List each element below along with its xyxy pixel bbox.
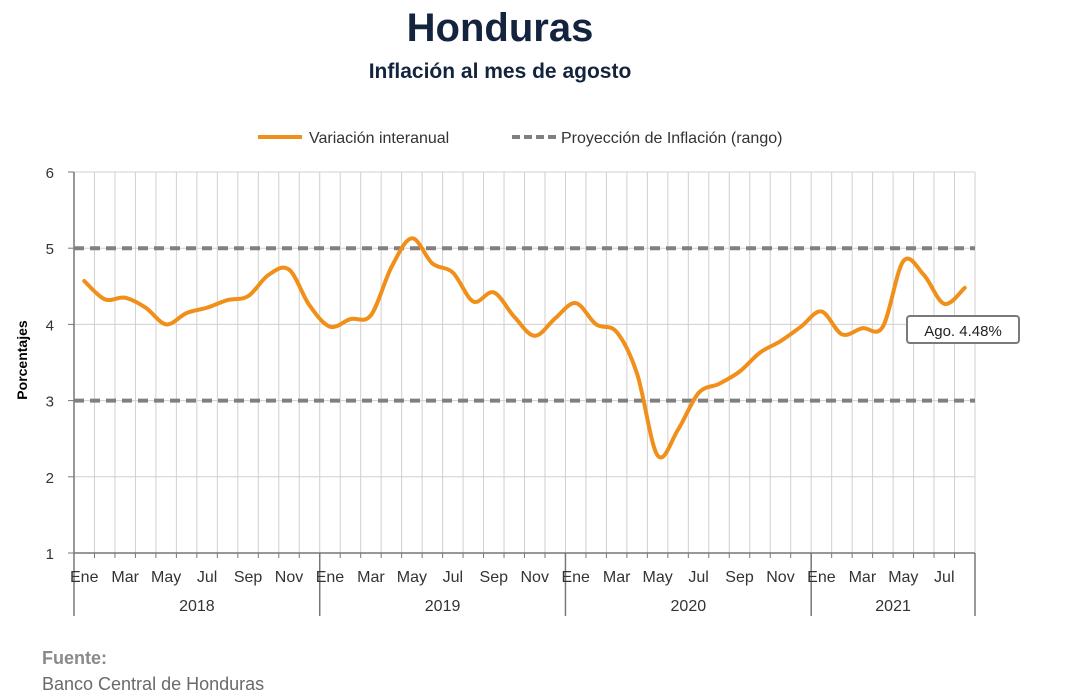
data-point: [226, 298, 230, 302]
data-point: [287, 268, 291, 272]
chart-title: Honduras: [406, 6, 594, 50]
data-point: [103, 297, 107, 301]
data-point: [901, 259, 905, 263]
last-value-callout: Ago. 4.48%: [906, 315, 1020, 344]
data-point: [676, 428, 680, 432]
legend-label-proyeccion: Proyección de Inflación (rango): [561, 130, 782, 147]
data-point: [656, 453, 660, 457]
data-point: [205, 306, 209, 310]
x-tick-label: May: [888, 569, 918, 586]
data-point: [533, 334, 537, 338]
x-tick-label: Mar: [603, 569, 631, 586]
year-label: 2019: [425, 598, 461, 615]
data-point: [267, 273, 271, 277]
data-point: [963, 286, 967, 290]
data-point: [164, 322, 168, 326]
data-point: [328, 325, 332, 329]
data-point: [922, 273, 926, 277]
data-point: [82, 279, 86, 283]
data-point: [512, 315, 516, 319]
legend-label-variacion: Variación interanual: [309, 130, 449, 147]
data-point: [635, 372, 639, 376]
data-point: [123, 296, 127, 300]
data-point: [307, 303, 311, 307]
legend: Variación interanual Proyección de Infla…: [258, 130, 782, 147]
x-tick-label: Sep: [234, 569, 263, 586]
data-point: [430, 261, 434, 265]
data-point: [389, 265, 393, 269]
y-tick-label: 5: [46, 241, 54, 258]
x-tick-label: May: [642, 569, 672, 586]
y-axis-label: Porcentajes: [14, 320, 30, 400]
callout-box: [906, 315, 1020, 344]
projection-lines: [74, 246, 975, 403]
x-tick-label: Sep: [725, 569, 754, 586]
data-point: [881, 325, 885, 329]
data-point: [819, 309, 823, 313]
source-text: Banco Central de Honduras: [42, 674, 265, 694]
data-point: [594, 322, 598, 326]
axes: [68, 171, 976, 616]
data-point: [144, 306, 148, 310]
axis-labels: 1 2 3 4 5 6 Ene Mar May Jul Sep Nov Ene Mar May Jul Sep N…: [46, 165, 955, 615]
callout-text: Ago. 4.48%: [924, 323, 1002, 340]
data-point: [758, 351, 762, 355]
data-point: [410, 236, 414, 240]
data-point: [799, 325, 803, 329]
data-point: [348, 317, 352, 321]
data-point: [942, 302, 946, 306]
x-tick-label: Jul: [197, 569, 217, 586]
x-tick-label: Ene: [561, 569, 590, 586]
data-point: [185, 311, 189, 315]
source-label: Fuente:: [42, 648, 107, 668]
x-tick-label: Jul: [688, 569, 708, 586]
x-tick-label: Nov: [766, 569, 794, 586]
gridlines: [74, 171, 976, 554]
data-point: [369, 313, 373, 317]
x-tick-label: Ene: [807, 569, 836, 586]
x-tick-label: Jul: [934, 569, 954, 586]
data-point: [615, 330, 619, 334]
data-point: [860, 326, 864, 330]
x-tick-label: Ene: [70, 569, 99, 586]
y-tick-label: 6: [46, 165, 54, 182]
x-tick-label: Sep: [480, 569, 509, 586]
year-label: 2020: [671, 598, 707, 615]
data-point: [840, 332, 844, 336]
year-label: 2018: [179, 598, 215, 615]
data-point: [778, 339, 782, 343]
data-point: [471, 300, 475, 304]
x-tick-label: Mar: [111, 569, 139, 586]
y-tick-label: 4: [46, 317, 54, 334]
x-tick-label: May: [151, 569, 181, 586]
data-point: [492, 290, 496, 294]
y-tick-label: 2: [46, 470, 54, 487]
data-point: [451, 271, 455, 275]
x-tick-label: Nov: [521, 569, 549, 586]
x-tick-label: Jul: [443, 569, 463, 586]
y-tick-label: 3: [46, 394, 54, 411]
x-tick-label: May: [397, 569, 427, 586]
series-lines: [82, 236, 967, 460]
y-tick-label: 1: [46, 546, 54, 563]
chart-subtitle: Inflación al mes de agosto: [368, 60, 632, 83]
x-tick-label: Mar: [849, 569, 877, 586]
data-point: [697, 391, 701, 395]
data-point: [574, 301, 578, 305]
data-point: [553, 316, 557, 320]
data-point: [246, 294, 250, 298]
data-point: [717, 382, 721, 386]
data-point: [738, 370, 742, 374]
x-tick-label: Nov: [275, 569, 303, 586]
x-tick-label: Mar: [357, 569, 385, 586]
x-tick-label: Ene: [316, 569, 345, 586]
year-label: 2021: [875, 598, 911, 615]
